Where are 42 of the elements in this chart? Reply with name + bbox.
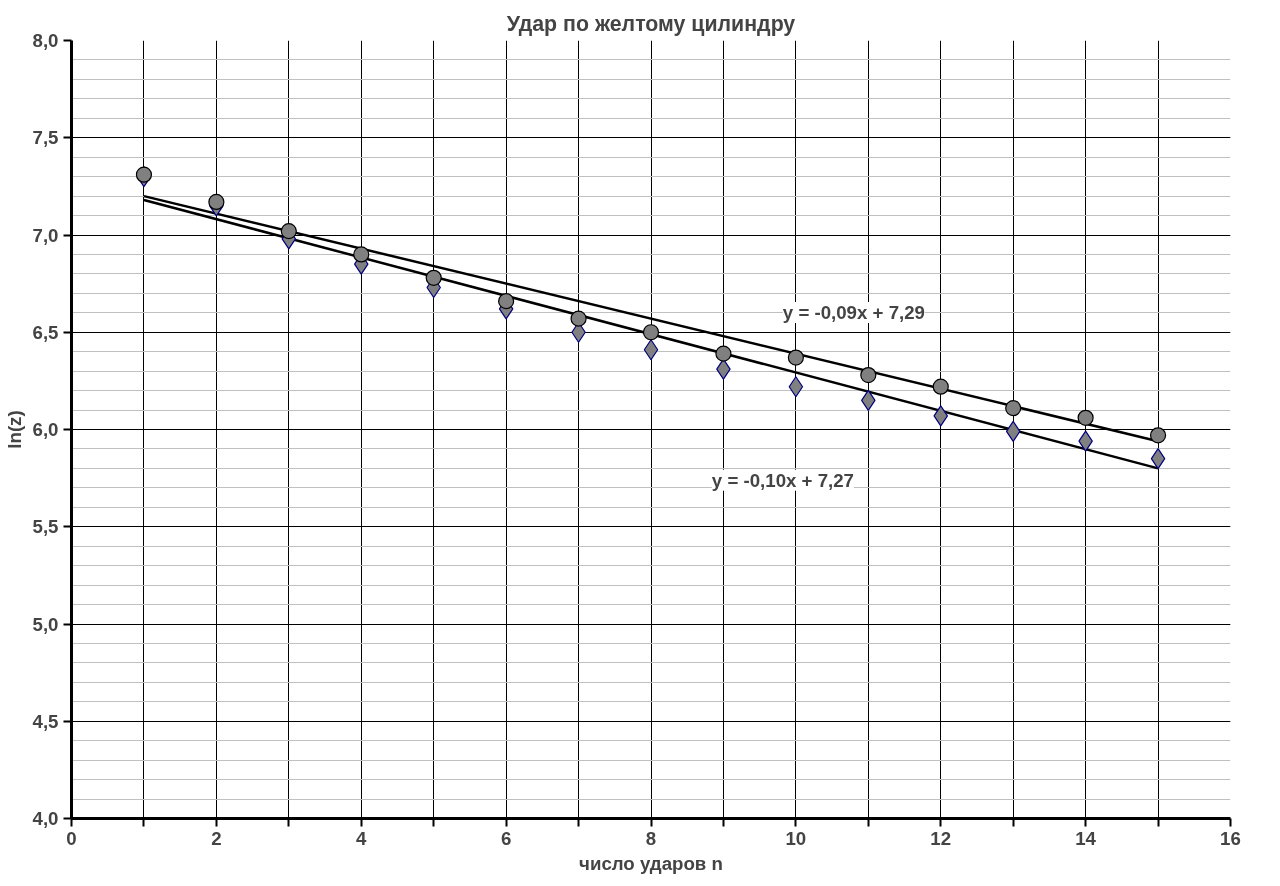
- point: [643, 339, 659, 361]
- y-tick-label: 6,0: [32, 419, 59, 440]
- y-axis-title: ln(z): [3, 410, 25, 449]
- point: [1150, 448, 1166, 470]
- point: [425, 269, 442, 286]
- x-tick-label: 14: [1075, 827, 1097, 849]
- y-tick-label: 7,0: [32, 224, 59, 246]
- point: [135, 166, 153, 183]
- point: [860, 366, 877, 384]
- point: [1005, 400, 1022, 417]
- y-tick-label: 5,5: [32, 516, 59, 538]
- point: [932, 378, 949, 395]
- x-axis-title: число ударов n: [579, 852, 723, 874]
- x-tick-label: 0: [66, 827, 77, 849]
- point: [353, 246, 370, 263]
- point: [787, 349, 804, 366]
- x-tick-label: 16: [1220, 827, 1241, 849]
- x-tick-label: 2: [211, 827, 222, 849]
- point: [788, 376, 804, 398]
- y-tick-label: 6,5: [32, 321, 59, 343]
- point: [933, 405, 949, 427]
- point: [208, 193, 225, 211]
- x-tick-label: 8: [645, 827, 657, 849]
- y-tick-label: 4,5: [32, 710, 59, 732]
- point: [570, 310, 587, 327]
- point: [1077, 409, 1094, 426]
- x-tick-label: 6: [500, 827, 512, 849]
- x-tick-label: 10: [785, 827, 807, 849]
- point: [498, 293, 515, 310]
- annotation: y = -0,10x + 7,27: [711, 469, 854, 491]
- y-tick-label: 7,5: [32, 127, 59, 149]
- y-tick-label: 4,0: [32, 808, 59, 829]
- annotation: y = -0,09x + 7,29: [782, 301, 925, 323]
- point: [715, 345, 732, 362]
- point: [1149, 427, 1167, 444]
- chart-title: Удар по желтому цилиндру: [506, 11, 796, 36]
- point: [280, 223, 297, 240]
- x-tick-label: 12: [930, 827, 952, 849]
- point: [642, 324, 660, 341]
- y-tick-label: 5,0: [32, 613, 59, 635]
- x-tick-label: 4: [356, 827, 368, 849]
- y-tick-label: 8,0: [32, 30, 59, 51]
